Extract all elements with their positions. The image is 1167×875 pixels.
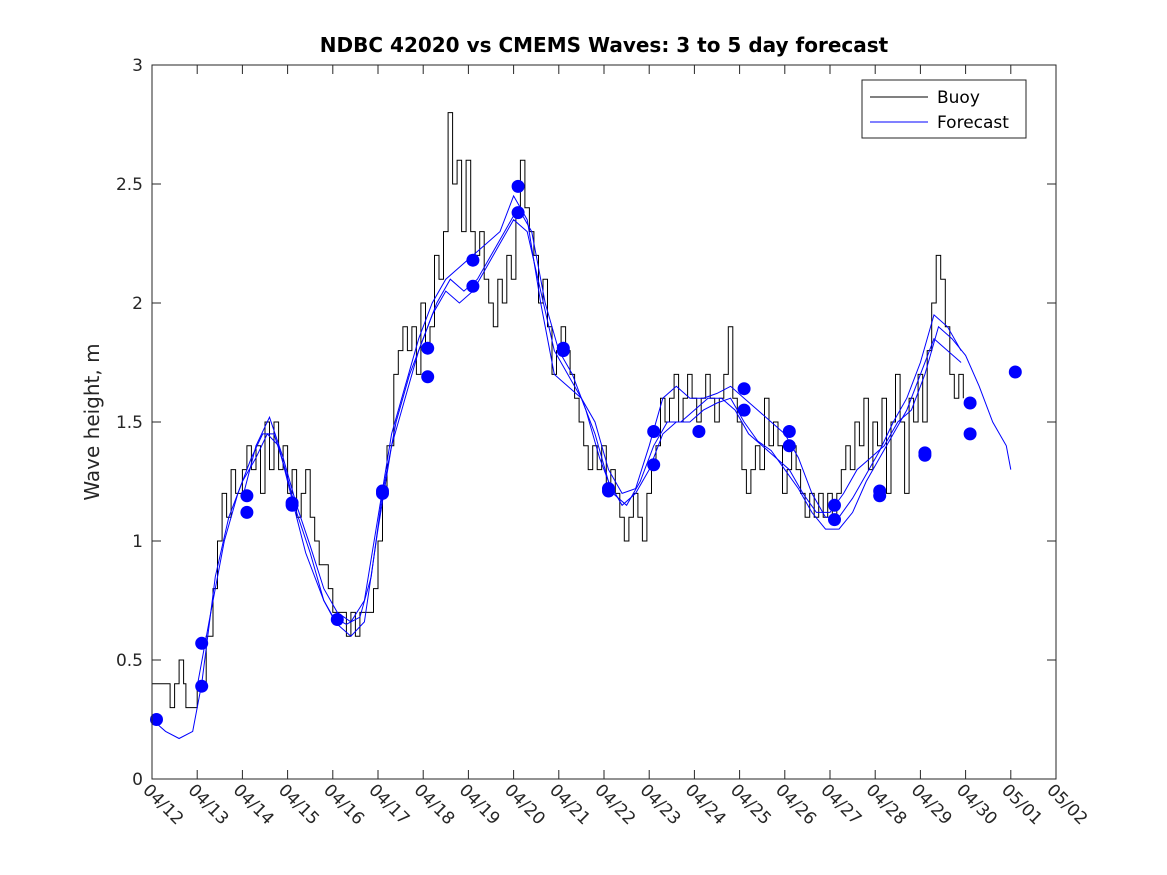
- forecast-marker-33: [918, 446, 932, 460]
- legend-buoy-label: Buoy: [937, 88, 980, 108]
- forecast-marker-23: [692, 425, 706, 438]
- forecast-marker-27: [782, 425, 796, 438]
- y-tick-label: 2: [132, 294, 143, 314]
- y-tick-label: 3: [132, 56, 143, 76]
- forecast-marker-8: [330, 613, 344, 626]
- forecast-marker-28: [828, 513, 841, 527]
- forecast-marker-12: [421, 341, 435, 355]
- forecast-marker-35: [963, 396, 977, 410]
- forecast-marker-13: [466, 279, 480, 293]
- y-tick-label: 1: [132, 532, 143, 552]
- y-tick-label: 1.5: [116, 413, 143, 433]
- forecast-marker-11: [421, 370, 435, 384]
- legend-box: [861, 79, 1027, 139]
- forecast-marker-1: [150, 713, 163, 726]
- forecast-marker-2: [195, 679, 209, 693]
- forecast-marker-25: [737, 382, 751, 396]
- forecast-marker-36: [1008, 365, 1022, 379]
- y-tick-label: 0.5: [116, 651, 143, 671]
- forecast-marker-14: [466, 253, 480, 267]
- forecast-marker-15: [511, 206, 525, 220]
- legend-forecast-label: Forecast: [937, 113, 1009, 133]
- forecast-marker-22: [647, 425, 661, 438]
- legend: Buoy Forecast: [861, 79, 1027, 139]
- series-forecast-line-3: [241, 194, 962, 623]
- forecast-marker-3: [195, 636, 209, 650]
- forecast-marker-24: [737, 403, 751, 417]
- forecast-marker-34: [963, 427, 977, 441]
- forecast-marker-26: [782, 439, 796, 453]
- forecast-marker-29: [828, 498, 841, 512]
- plot-area: [150, 112, 1022, 740]
- forecast-marker-18: [556, 341, 570, 355]
- chart-title: NDBC 42020 vs CMEMS Waves: 3 to 5 day fo…: [320, 33, 889, 57]
- forecast-marker-7: [285, 496, 299, 510]
- forecast-marker-31: [873, 484, 887, 498]
- forecast-marker-10: [376, 484, 389, 498]
- y-tick-label: 0: [132, 770, 143, 790]
- y-axis-label: Wave height, m: [80, 343, 104, 500]
- forecast-marker-20: [602, 482, 615, 496]
- forecast-marker-4: [240, 505, 254, 519]
- series-forecast-line-2: [196, 218, 962, 687]
- series-forecast-line-1: [151, 206, 1012, 740]
- y-tick-label: 2.5: [116, 175, 143, 195]
- forecast-marker-5: [240, 489, 254, 503]
- forecast-marker-21: [647, 458, 661, 472]
- forecast-marker-16: [511, 179, 525, 193]
